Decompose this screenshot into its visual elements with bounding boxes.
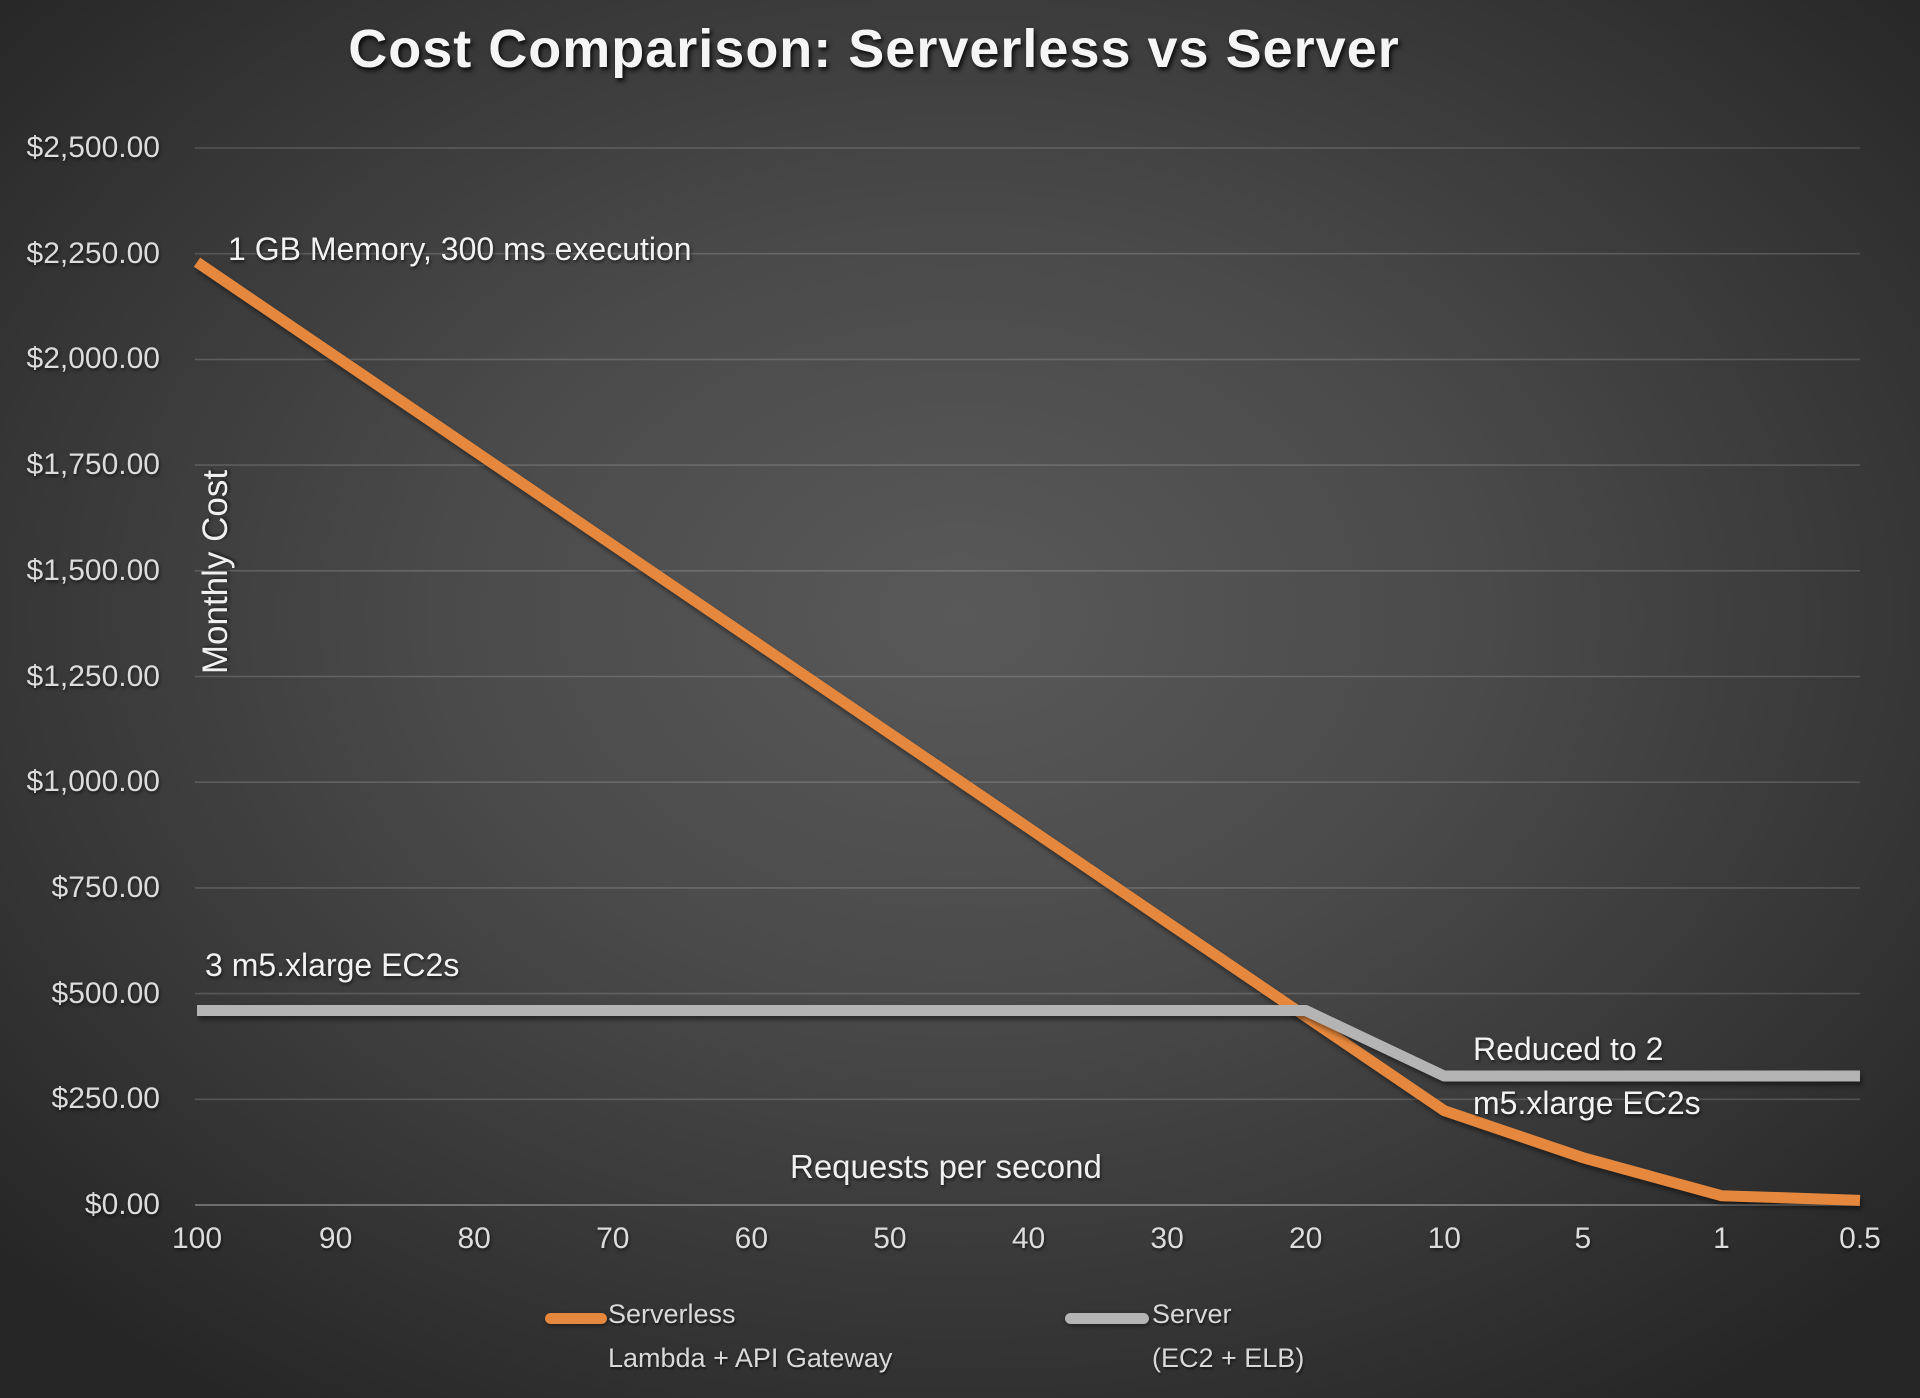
server-reduced-annotation-line1: Reduced to 2 bbox=[1473, 1031, 1664, 1067]
y-axis-tick-label: $1,250.00 bbox=[26, 659, 160, 693]
y-axis-tick-label: $500.00 bbox=[51, 976, 160, 1010]
serverless-series-line bbox=[193, 257, 1861, 1206]
y-axis-tick-label: $1,500.00 bbox=[26, 553, 160, 587]
x-axis-tick-label: 5 bbox=[1574, 1222, 1592, 1255]
y-axis-tick-label: $2,250.00 bbox=[26, 236, 160, 270]
x-axis-tick-label: 60 bbox=[734, 1222, 769, 1255]
x-axis-tick-label: 70 bbox=[596, 1222, 630, 1255]
y-axis-tick-label: $2,500.00 bbox=[26, 131, 160, 164]
y-axis-tick-label: $2,000.00 bbox=[26, 342, 160, 376]
x-axis-tick-label: 50 bbox=[873, 1222, 907, 1255]
y-axis-tick-label: $750.00 bbox=[51, 870, 160, 904]
x-axis-tick-label: 0.5 bbox=[1839, 1222, 1881, 1255]
x-axis-tick-label: 10 bbox=[1427, 1222, 1461, 1255]
server-reduced-annotation: Reduced to 2 m5.xlarge EC2s bbox=[1473, 1022, 1701, 1130]
x-axis-title: Requests per second bbox=[790, 1148, 1102, 1185]
x-axis-tick-label: 20 bbox=[1288, 1222, 1323, 1255]
chart-title: Cost Comparison: Serverless vs Server bbox=[348, 19, 1400, 79]
server-reduced-annotation-line2: m5.xlarge EC2s bbox=[1473, 1085, 1701, 1121]
x-axis-tick-label: 40 bbox=[1011, 1222, 1046, 1255]
y-axis-tick-label: $1,000.00 bbox=[26, 765, 160, 799]
x-axis-tick-label: 80 bbox=[457, 1222, 491, 1255]
x-axis-tick-label: 100 bbox=[171, 1222, 223, 1255]
x-axis-tick-label: 30 bbox=[1150, 1222, 1184, 1255]
x-axis-tick-label: 1 bbox=[1713, 1222, 1730, 1255]
server-config-annotation: 3 m5.xlarge EC2s bbox=[205, 947, 460, 983]
x-axis-tick-label: 90 bbox=[318, 1222, 353, 1255]
y-axis-tick-label: $1,750.00 bbox=[26, 448, 160, 482]
y-axis-tick-label: $0.00 bbox=[84, 1188, 160, 1221]
y-axis-tick-label: $250.00 bbox=[51, 1082, 160, 1116]
server-series-line bbox=[197, 1005, 1860, 1082]
y-axis-title: Monthly Cost bbox=[196, 469, 235, 675]
serverless-config-annotation: 1 GB Memory, 300 ms execution bbox=[228, 231, 692, 267]
